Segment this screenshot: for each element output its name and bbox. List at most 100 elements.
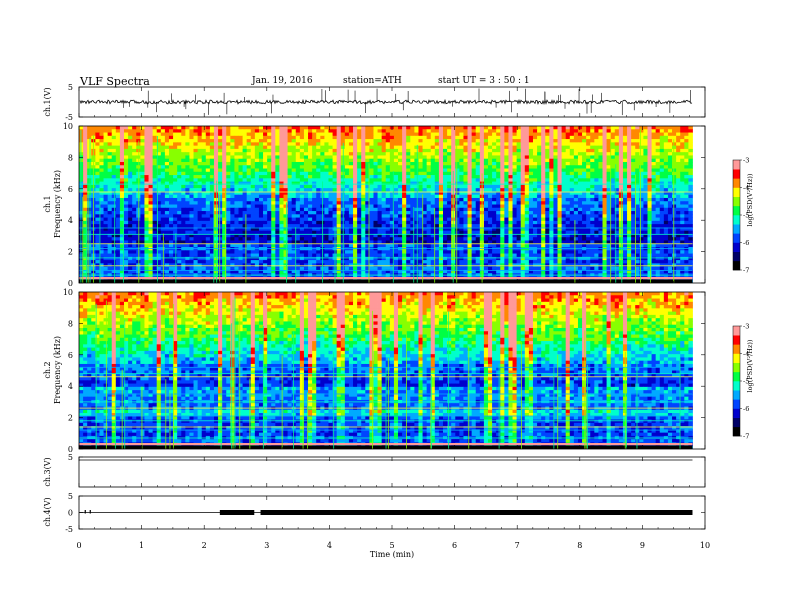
spectrogram-cell — [577, 171, 583, 176]
spectrogram-cell — [475, 145, 481, 150]
spectrogram-cell — [291, 158, 297, 163]
spectrogram-cell — [610, 188, 616, 192]
spectrogram-cell — [128, 220, 133, 225]
spectrogram-cell — [316, 191, 321, 196]
spectrogram-cell — [308, 207, 313, 212]
spectrogram-cell — [193, 165, 199, 169]
spectrogram-cell — [483, 145, 489, 150]
spectrogram-cell — [87, 181, 92, 186]
spectrogram-cell — [103, 152, 109, 156]
spectrogram-cell — [414, 148, 419, 153]
spectrogram-cell — [164, 139, 170, 143]
spectrogram-cell — [443, 165, 448, 169]
spectrogram-cell — [398, 161, 403, 166]
spectrogram-cell — [324, 126, 329, 130]
spectrogram-cell — [631, 191, 636, 196]
spectrogram-cell — [430, 126, 436, 130]
spectrogram-cell — [336, 230, 342, 235]
spectrogram-cell — [463, 175, 468, 179]
spectrogram-cell — [267, 165, 272, 169]
spectrogram-cell — [463, 155, 468, 160]
spectrogram-cell — [577, 129, 583, 133]
spectrogram-cell — [189, 175, 194, 179]
spectrogram-cell — [577, 181, 583, 186]
spectrogram-cell — [160, 161, 166, 166]
spectrogram-cell — [569, 197, 575, 202]
spectrogram-cell — [111, 194, 117, 199]
spectrogram-cell — [357, 175, 362, 179]
spectrogram-cell — [410, 230, 415, 235]
spectrogram-cell — [676, 227, 681, 232]
spectrogram-cell — [414, 129, 419, 133]
spectrogram-cell — [496, 188, 501, 192]
spectrogram-cell — [500, 161, 505, 166]
spectrogram-cell — [389, 152, 395, 156]
spectrogram-cell — [332, 155, 338, 160]
spectrogram-cell — [238, 227, 243, 232]
spectrogram-cell — [471, 227, 477, 232]
spectrogram-cell — [500, 214, 505, 218]
spectrogram-cell — [279, 168, 284, 173]
spectrogram-cell — [508, 171, 513, 176]
spectrogram-cell — [438, 214, 444, 218]
spectrogram-cell — [377, 201, 383, 205]
spectrogram-cell — [586, 188, 591, 192]
spectrogram-cell — [569, 230, 575, 235]
spectrogram-cell — [291, 230, 297, 235]
spectrogram-cell — [635, 194, 640, 199]
spectrogram-cell — [610, 201, 616, 205]
spectrogram-cell — [565, 214, 571, 218]
spectrogram-cell — [177, 145, 182, 150]
spectrogram-cell — [504, 201, 509, 205]
spectrogram-cell — [655, 142, 661, 147]
spectrogram-cell — [471, 191, 477, 196]
spectrogram-cell — [577, 214, 583, 218]
spectrogram-cell — [475, 184, 481, 189]
spectrogram-cell — [414, 175, 419, 179]
spectrogram-cell — [631, 148, 636, 153]
spectrogram-cell — [647, 171, 652, 176]
spectrogram-cell — [635, 201, 640, 205]
spectrogram-cell — [123, 181, 129, 186]
spectrogram-cell — [672, 220, 677, 225]
spectrogram-cell — [549, 227, 554, 232]
spectrogram-cell — [336, 188, 342, 192]
spectrogram-cell — [258, 224, 264, 228]
spectrogram-cell — [582, 188, 587, 192]
spectrogram-cell — [639, 135, 644, 140]
spectrogram-cell — [99, 204, 104, 209]
spectrogram-cell — [336, 158, 342, 163]
spectrogram-cell — [361, 227, 366, 232]
spectrogram-cell — [222, 135, 227, 140]
spectrogram-cell — [312, 161, 317, 166]
spectrogram-cell — [369, 191, 374, 196]
spectrogram-cell — [553, 230, 558, 235]
spectrogram-cell — [242, 230, 248, 235]
spectrogram-cell — [553, 201, 558, 205]
spectrogram-cell — [443, 155, 448, 160]
spectrogram-cell — [283, 204, 288, 209]
spectrogram-cell — [128, 148, 133, 153]
spectrogram-cell — [316, 135, 321, 140]
spectrogram-cell — [663, 220, 669, 225]
spectrogram-cell — [553, 184, 558, 189]
spectrogram-cell — [365, 184, 370, 189]
station-label: station=ATH — [343, 76, 402, 86]
spectrogram-cell — [557, 142, 562, 147]
spectrogram-cell — [132, 152, 137, 156]
spectrogram-cell — [201, 214, 207, 218]
spectrogram-cell — [463, 204, 468, 209]
spectrogram-cell — [406, 188, 411, 192]
spectrogram-cell — [103, 155, 109, 160]
spectrogram-cell — [254, 201, 260, 205]
spectrogram-cell — [422, 161, 428, 166]
spectrogram-cell — [651, 161, 657, 166]
spectrogram-cell — [250, 227, 256, 232]
spectrogram-cell — [610, 181, 616, 186]
spectrogram-cell — [475, 214, 481, 218]
spectrogram-cell — [549, 224, 554, 228]
spectrogram-cell — [123, 135, 129, 140]
spectrogram-cell — [667, 227, 673, 232]
spectrogram-cell — [283, 148, 288, 153]
spectrogram-cell — [483, 175, 489, 179]
